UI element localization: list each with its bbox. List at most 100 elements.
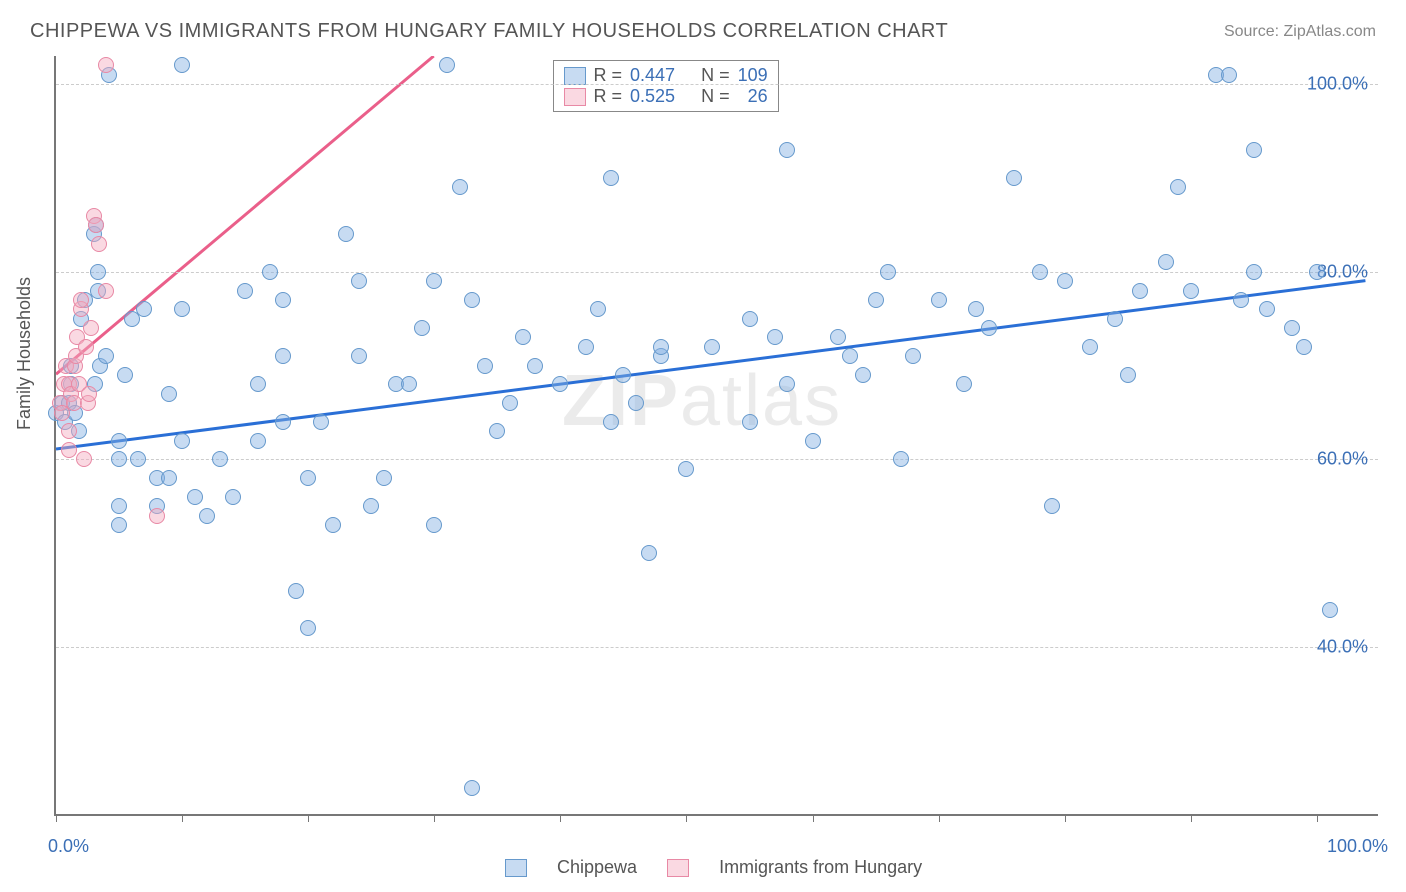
legend-series: Chippewa Immigrants from Hungary [505, 857, 922, 878]
x-tick [1065, 814, 1066, 822]
point-blue [1183, 283, 1199, 299]
point-pink [83, 320, 99, 336]
point-blue [1170, 179, 1186, 195]
point-blue [351, 273, 367, 289]
point-blue [477, 358, 493, 374]
point-blue [590, 301, 606, 317]
x-tick [434, 814, 435, 822]
point-blue [1032, 264, 1048, 280]
point-blue [426, 517, 442, 533]
point-blue [578, 339, 594, 355]
point-blue [905, 348, 921, 364]
chart-title: CHIPPEWA VS IMMIGRANTS FROM HUNGARY FAMI… [30, 20, 948, 43]
x-tick-label-max: 100.0% [1327, 836, 1388, 857]
point-blue [956, 376, 972, 392]
point-blue [1246, 264, 1262, 280]
n-value-pink: 26 [738, 86, 768, 107]
point-blue [338, 226, 354, 242]
point-blue [275, 414, 291, 430]
x-tick [560, 814, 561, 822]
point-pink [61, 442, 77, 458]
point-blue [615, 367, 631, 383]
point-blue [401, 376, 417, 392]
point-blue [1259, 301, 1275, 317]
point-blue [968, 301, 984, 317]
point-blue [161, 386, 177, 402]
point-blue [1057, 273, 1073, 289]
point-blue [464, 780, 480, 796]
point-blue [351, 348, 367, 364]
point-blue [641, 545, 657, 561]
point-blue [502, 395, 518, 411]
point-blue [439, 57, 455, 73]
point-blue [174, 57, 190, 73]
plot-area: ZIPatlas R = 0.447 N = 109 R = 0.525 N =… [54, 56, 1378, 816]
point-blue [237, 283, 253, 299]
point-blue [1221, 67, 1237, 83]
point-pink [88, 217, 104, 233]
point-blue [1296, 339, 1312, 355]
point-blue [880, 264, 896, 280]
point-pink [73, 292, 89, 308]
swatch-pink [667, 859, 689, 877]
point-pink [76, 451, 92, 467]
point-blue [376, 470, 392, 486]
point-pink [98, 57, 114, 73]
point-blue [363, 498, 379, 514]
watermark-rest: atlas [680, 361, 842, 441]
n-value-blue: 109 [738, 65, 768, 86]
gridline-h [56, 647, 1378, 648]
point-blue [1233, 292, 1249, 308]
x-tick [813, 814, 814, 822]
point-pink [61, 423, 77, 439]
x-tick [686, 814, 687, 822]
swatch-blue [505, 859, 527, 877]
point-pink [98, 283, 114, 299]
point-blue [767, 329, 783, 345]
point-blue [174, 301, 190, 317]
point-blue [464, 292, 480, 308]
point-blue [136, 301, 152, 317]
point-blue [174, 433, 190, 449]
point-blue [98, 348, 114, 364]
point-pink [81, 386, 97, 402]
point-blue [868, 292, 884, 308]
swatch-pink [564, 88, 586, 106]
r-value-pink: 0.525 [630, 86, 675, 107]
y-tick-label: 40.0% [1317, 637, 1368, 658]
watermark: ZIPatlas [562, 360, 842, 442]
r-label: R = [594, 65, 623, 86]
source-attribution: Source: ZipAtlas.com [1224, 23, 1376, 41]
point-blue [225, 489, 241, 505]
point-blue [981, 320, 997, 336]
x-tick [308, 814, 309, 822]
point-pink [149, 508, 165, 524]
point-blue [161, 470, 177, 486]
gridline-h [56, 459, 1378, 460]
point-blue [313, 414, 329, 430]
series-label-blue: Chippewa [557, 857, 637, 878]
point-blue [552, 376, 568, 392]
point-blue [1120, 367, 1136, 383]
y-tick-label: 60.0% [1317, 449, 1368, 470]
point-blue [1322, 602, 1338, 618]
point-blue [628, 395, 644, 411]
x-tick [1317, 814, 1318, 822]
x-tick [182, 814, 183, 822]
point-blue [527, 358, 543, 374]
point-blue [414, 320, 430, 336]
point-blue [893, 451, 909, 467]
point-pink [91, 236, 107, 252]
point-blue [1246, 142, 1262, 158]
x-tick [56, 814, 57, 822]
point-blue [653, 339, 669, 355]
point-blue [250, 376, 266, 392]
point-blue [288, 583, 304, 599]
point-blue [805, 433, 821, 449]
point-blue [130, 451, 146, 467]
source-prefix: Source: [1224, 23, 1284, 40]
point-blue [300, 470, 316, 486]
point-blue [1044, 498, 1060, 514]
source-name: ZipAtlas.com [1284, 23, 1376, 40]
point-blue [111, 451, 127, 467]
